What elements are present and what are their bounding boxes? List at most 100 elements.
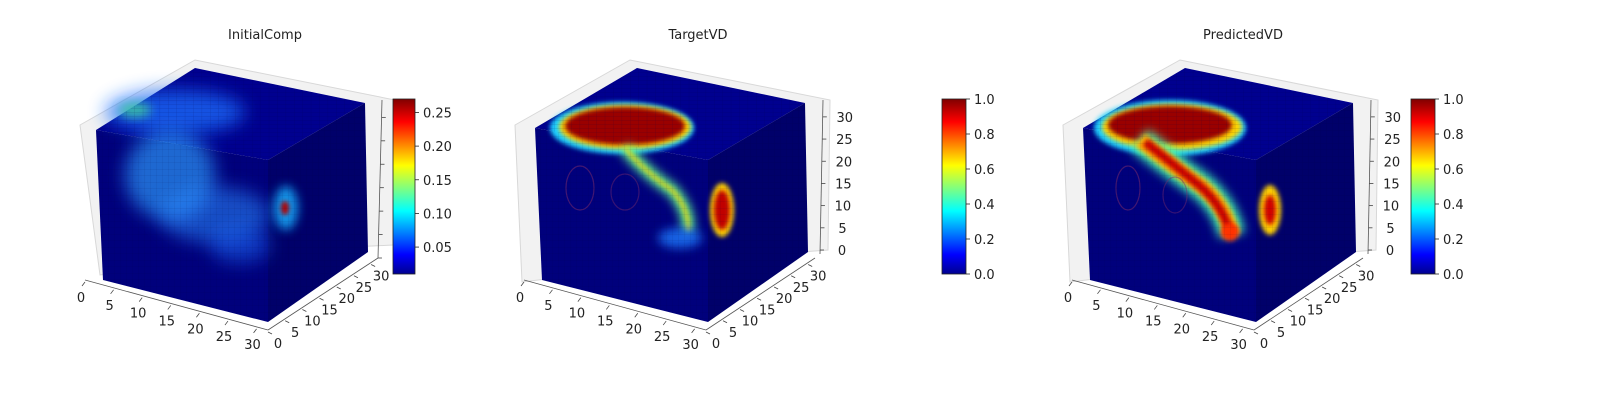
y-tick-mark [1356,264,1361,267]
y-tick-label: 30 [1358,270,1375,285]
x-tick-label: 15 [1145,314,1162,329]
y-tick-mark [319,297,324,301]
x-ticks: 0 5 10 15 20 25 30 [1064,281,1247,353]
cube-front-grid [1083,128,1256,322]
colorbar-tick-label: 1.0 [1443,93,1464,108]
colorbar-strip [392,98,416,275]
x-tick-mark [167,305,172,310]
y-tick-mark [790,275,796,279]
x-tick-label: 0 [77,291,85,306]
y-tick-label: 0 [712,337,720,352]
z-tick-label: 10 [1383,200,1400,215]
y-tick-mark [370,264,376,267]
colorbar-strip [1410,98,1436,275]
x-tick-mark [110,289,114,295]
y-tick-mark [1338,275,1344,279]
y-tick-mark [705,331,711,335]
x-tick-label: 10 [130,307,147,322]
z-tick-label: 15 [835,177,852,192]
y-tick-label: 10 [742,315,759,330]
y-tick-label: 15 [321,303,338,318]
z-tick-label: 30 [837,111,854,126]
x-tick-mark [1068,281,1073,287]
colorbar-tick-label: 0.4 [974,198,995,213]
z-tick-label: 0 [838,244,846,259]
chart-title: PredictedVD [1203,28,1283,43]
x-tick-label: 25 [216,330,233,345]
x-tick-label: 5 [1092,299,1100,314]
y-tick-mark [302,309,307,312]
y-tick-mark [353,275,359,279]
z-tick-label: 25 [836,133,853,148]
y-tick-label: 10 [1290,315,1307,330]
colorbar-tick-label: 0.0 [1443,268,1464,283]
y-tick-mark [1321,286,1327,290]
z-tick-label: 5 [1386,222,1394,237]
colorbar-tick-label: 0.2 [1443,233,1464,248]
x-tick-mark [253,328,257,334]
y-tick-label: 0 [1260,337,1268,352]
y-tick-mark [1304,297,1310,301]
z-tick-label: 20 [836,155,853,170]
x-tick-label: 0 [1064,291,1072,306]
x-axis-line [84,279,269,331]
y-axis-line [705,257,816,331]
y-tick-label: 25 [793,281,810,296]
x-tick-mark [1125,297,1130,302]
colorbar-tick-label: 0.4 [1443,198,1464,213]
colorbar-tick-label: 0.6 [1443,163,1464,178]
z-tick-label: 5 [838,222,846,237]
y-tick-label: 20 [338,292,355,307]
voxel-cube [96,68,368,322]
x-tick-mark [577,297,582,302]
x-tick-label: 20 [187,322,204,337]
x-tick-label: 0 [516,291,524,306]
x-tick-mark [138,297,143,302]
z-tick-label: 15 [1383,177,1400,192]
x-tick-label: 15 [159,314,176,329]
colorbar-tick-label: 1.0 [974,93,995,108]
y-tick-mark [1270,320,1276,324]
x-tick-label: 30 [682,338,699,353]
x-tick-label: 30 [1230,338,1247,353]
y-tick-mark [808,264,813,267]
x-tick-mark [1239,328,1243,334]
z-ticks [378,116,386,259]
x-axis-line [1071,279,1255,331]
y-tick-mark [722,320,728,324]
y-tick-label: 0 [274,337,282,352]
cube-top-grid [96,68,365,160]
cube-top-grid [1083,68,1353,160]
z-tick-label: 20 [1384,155,1401,170]
colorbar: 0.0 0.2 0.4 0.6 0.8 1.0 [941,93,995,283]
x-tick-mark [691,328,695,334]
cube-front-grid [535,128,708,322]
z-axis-line [1367,99,1372,255]
x-axis-line [523,279,707,331]
y-axis-line [1253,257,1364,331]
z-tick-label: 10 [835,200,852,215]
z-ticks: 0 5 10 15 20 25 30 [1368,111,1401,259]
y-tick-label: 20 [776,292,793,307]
colorbar: 0.0 0.2 0.4 0.6 0.8 1.0 [1410,93,1464,283]
colorbar-tick-label: 0.0 [974,268,995,283]
z-tick-label: 0 [1386,244,1394,259]
x-tick-label: 20 [1173,322,1190,337]
y-tick-label: 5 [291,326,299,341]
x-tick-label: 5 [105,299,113,314]
y-tick-mark [739,309,745,312]
z-axis-line [819,99,824,255]
x-tick-mark [1097,289,1101,295]
z-tick-label: 25 [1384,133,1401,148]
y-tick-label: 15 [1307,303,1324,318]
y-tick-mark [1253,331,1259,335]
y-axis-line [267,257,379,331]
x-tick-mark [1153,305,1158,310]
y-tick-mark [756,297,762,301]
y-tick-label: 5 [729,326,737,341]
x-tick-label: 10 [569,307,586,322]
